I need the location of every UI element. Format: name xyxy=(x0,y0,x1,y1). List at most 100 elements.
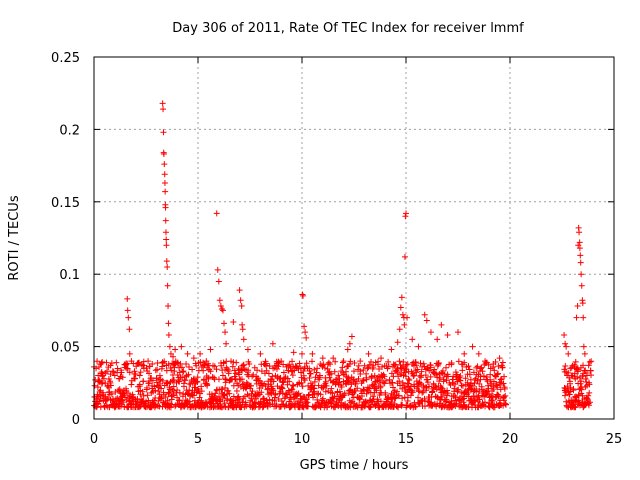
data-point xyxy=(474,377,481,384)
data-point xyxy=(280,369,287,376)
data-point xyxy=(485,385,492,392)
data-point xyxy=(385,358,392,365)
data-point xyxy=(200,367,207,374)
data-point xyxy=(340,358,347,365)
data-point xyxy=(304,399,311,406)
data-point xyxy=(461,395,468,402)
data-point xyxy=(319,355,326,362)
data-point xyxy=(321,364,328,371)
data-point xyxy=(221,320,227,327)
data-point xyxy=(280,361,287,368)
y-tick-label: 0.1 xyxy=(59,268,80,283)
data-point xyxy=(438,321,445,328)
data-point xyxy=(119,374,126,381)
data-point xyxy=(392,394,399,401)
data-point xyxy=(237,402,244,409)
data-point xyxy=(433,369,440,376)
data-point xyxy=(166,343,173,350)
data-point xyxy=(245,367,252,374)
x-tick-label: 10 xyxy=(294,432,311,447)
data-point xyxy=(124,365,131,372)
data-point xyxy=(431,366,438,373)
data-point xyxy=(452,381,459,388)
data-point xyxy=(239,321,246,328)
data-point xyxy=(361,362,368,369)
data-point xyxy=(327,400,334,407)
data-point xyxy=(367,404,374,411)
data-point xyxy=(394,388,401,395)
data-point xyxy=(220,359,227,366)
data-point xyxy=(176,378,183,385)
data-point xyxy=(158,395,165,402)
data-point xyxy=(364,388,371,395)
data-point xyxy=(297,399,304,406)
data-point xyxy=(457,377,464,384)
data-point xyxy=(309,358,316,365)
data-point xyxy=(319,395,326,402)
data-point xyxy=(155,388,162,395)
data-point xyxy=(300,292,307,299)
data-point xyxy=(314,365,321,372)
y-axis-label: ROTI / TECUs xyxy=(7,195,22,280)
data-point xyxy=(177,360,184,367)
data-point xyxy=(124,360,131,367)
data-point xyxy=(124,389,131,396)
data-point xyxy=(266,396,273,403)
data-point xyxy=(336,388,343,395)
data-point xyxy=(344,346,351,353)
data-point xyxy=(203,358,210,365)
data-point xyxy=(580,362,587,369)
data-point xyxy=(443,396,450,403)
data-point xyxy=(145,358,152,365)
data-point xyxy=(571,403,578,410)
data-point xyxy=(346,340,353,347)
data-point xyxy=(401,384,408,391)
data-point xyxy=(256,385,263,392)
data-point xyxy=(161,171,168,178)
data-point xyxy=(481,392,488,399)
data-point xyxy=(237,297,244,304)
data-point xyxy=(574,373,581,380)
data-point xyxy=(366,361,373,368)
data-point xyxy=(178,343,185,350)
data-point xyxy=(497,381,504,388)
data-point xyxy=(420,360,427,367)
data-point xyxy=(369,393,376,400)
data-point xyxy=(161,358,168,365)
data-point xyxy=(159,100,166,107)
data-point xyxy=(224,395,231,402)
data-point xyxy=(201,376,208,383)
data-point xyxy=(579,392,586,399)
data-point xyxy=(347,358,354,365)
data-point xyxy=(402,213,409,220)
data-point xyxy=(270,378,277,385)
data-point xyxy=(489,398,496,405)
data-point xyxy=(286,378,293,385)
data-point xyxy=(360,366,367,373)
data-point xyxy=(402,373,409,380)
data-point xyxy=(575,397,582,404)
data-point xyxy=(408,387,415,394)
data-point xyxy=(412,403,419,410)
data-point xyxy=(434,336,441,343)
data-point xyxy=(381,380,388,387)
data-point xyxy=(290,349,297,356)
data-point xyxy=(286,361,293,368)
data-point xyxy=(586,399,593,406)
data-point xyxy=(291,394,298,401)
data-point xyxy=(430,369,437,376)
data-point xyxy=(412,359,419,366)
data-point xyxy=(437,374,444,381)
data-point xyxy=(494,371,501,378)
data-point xyxy=(576,239,583,246)
data-point xyxy=(169,388,176,395)
data-point xyxy=(336,375,343,382)
data-point xyxy=(388,370,395,377)
data-point xyxy=(328,385,335,392)
y-tick-label: 0.2 xyxy=(59,123,80,138)
data-point xyxy=(302,329,309,336)
data-point xyxy=(450,373,457,380)
data-point xyxy=(424,379,431,386)
data-point xyxy=(365,350,372,357)
data-point xyxy=(366,385,373,392)
